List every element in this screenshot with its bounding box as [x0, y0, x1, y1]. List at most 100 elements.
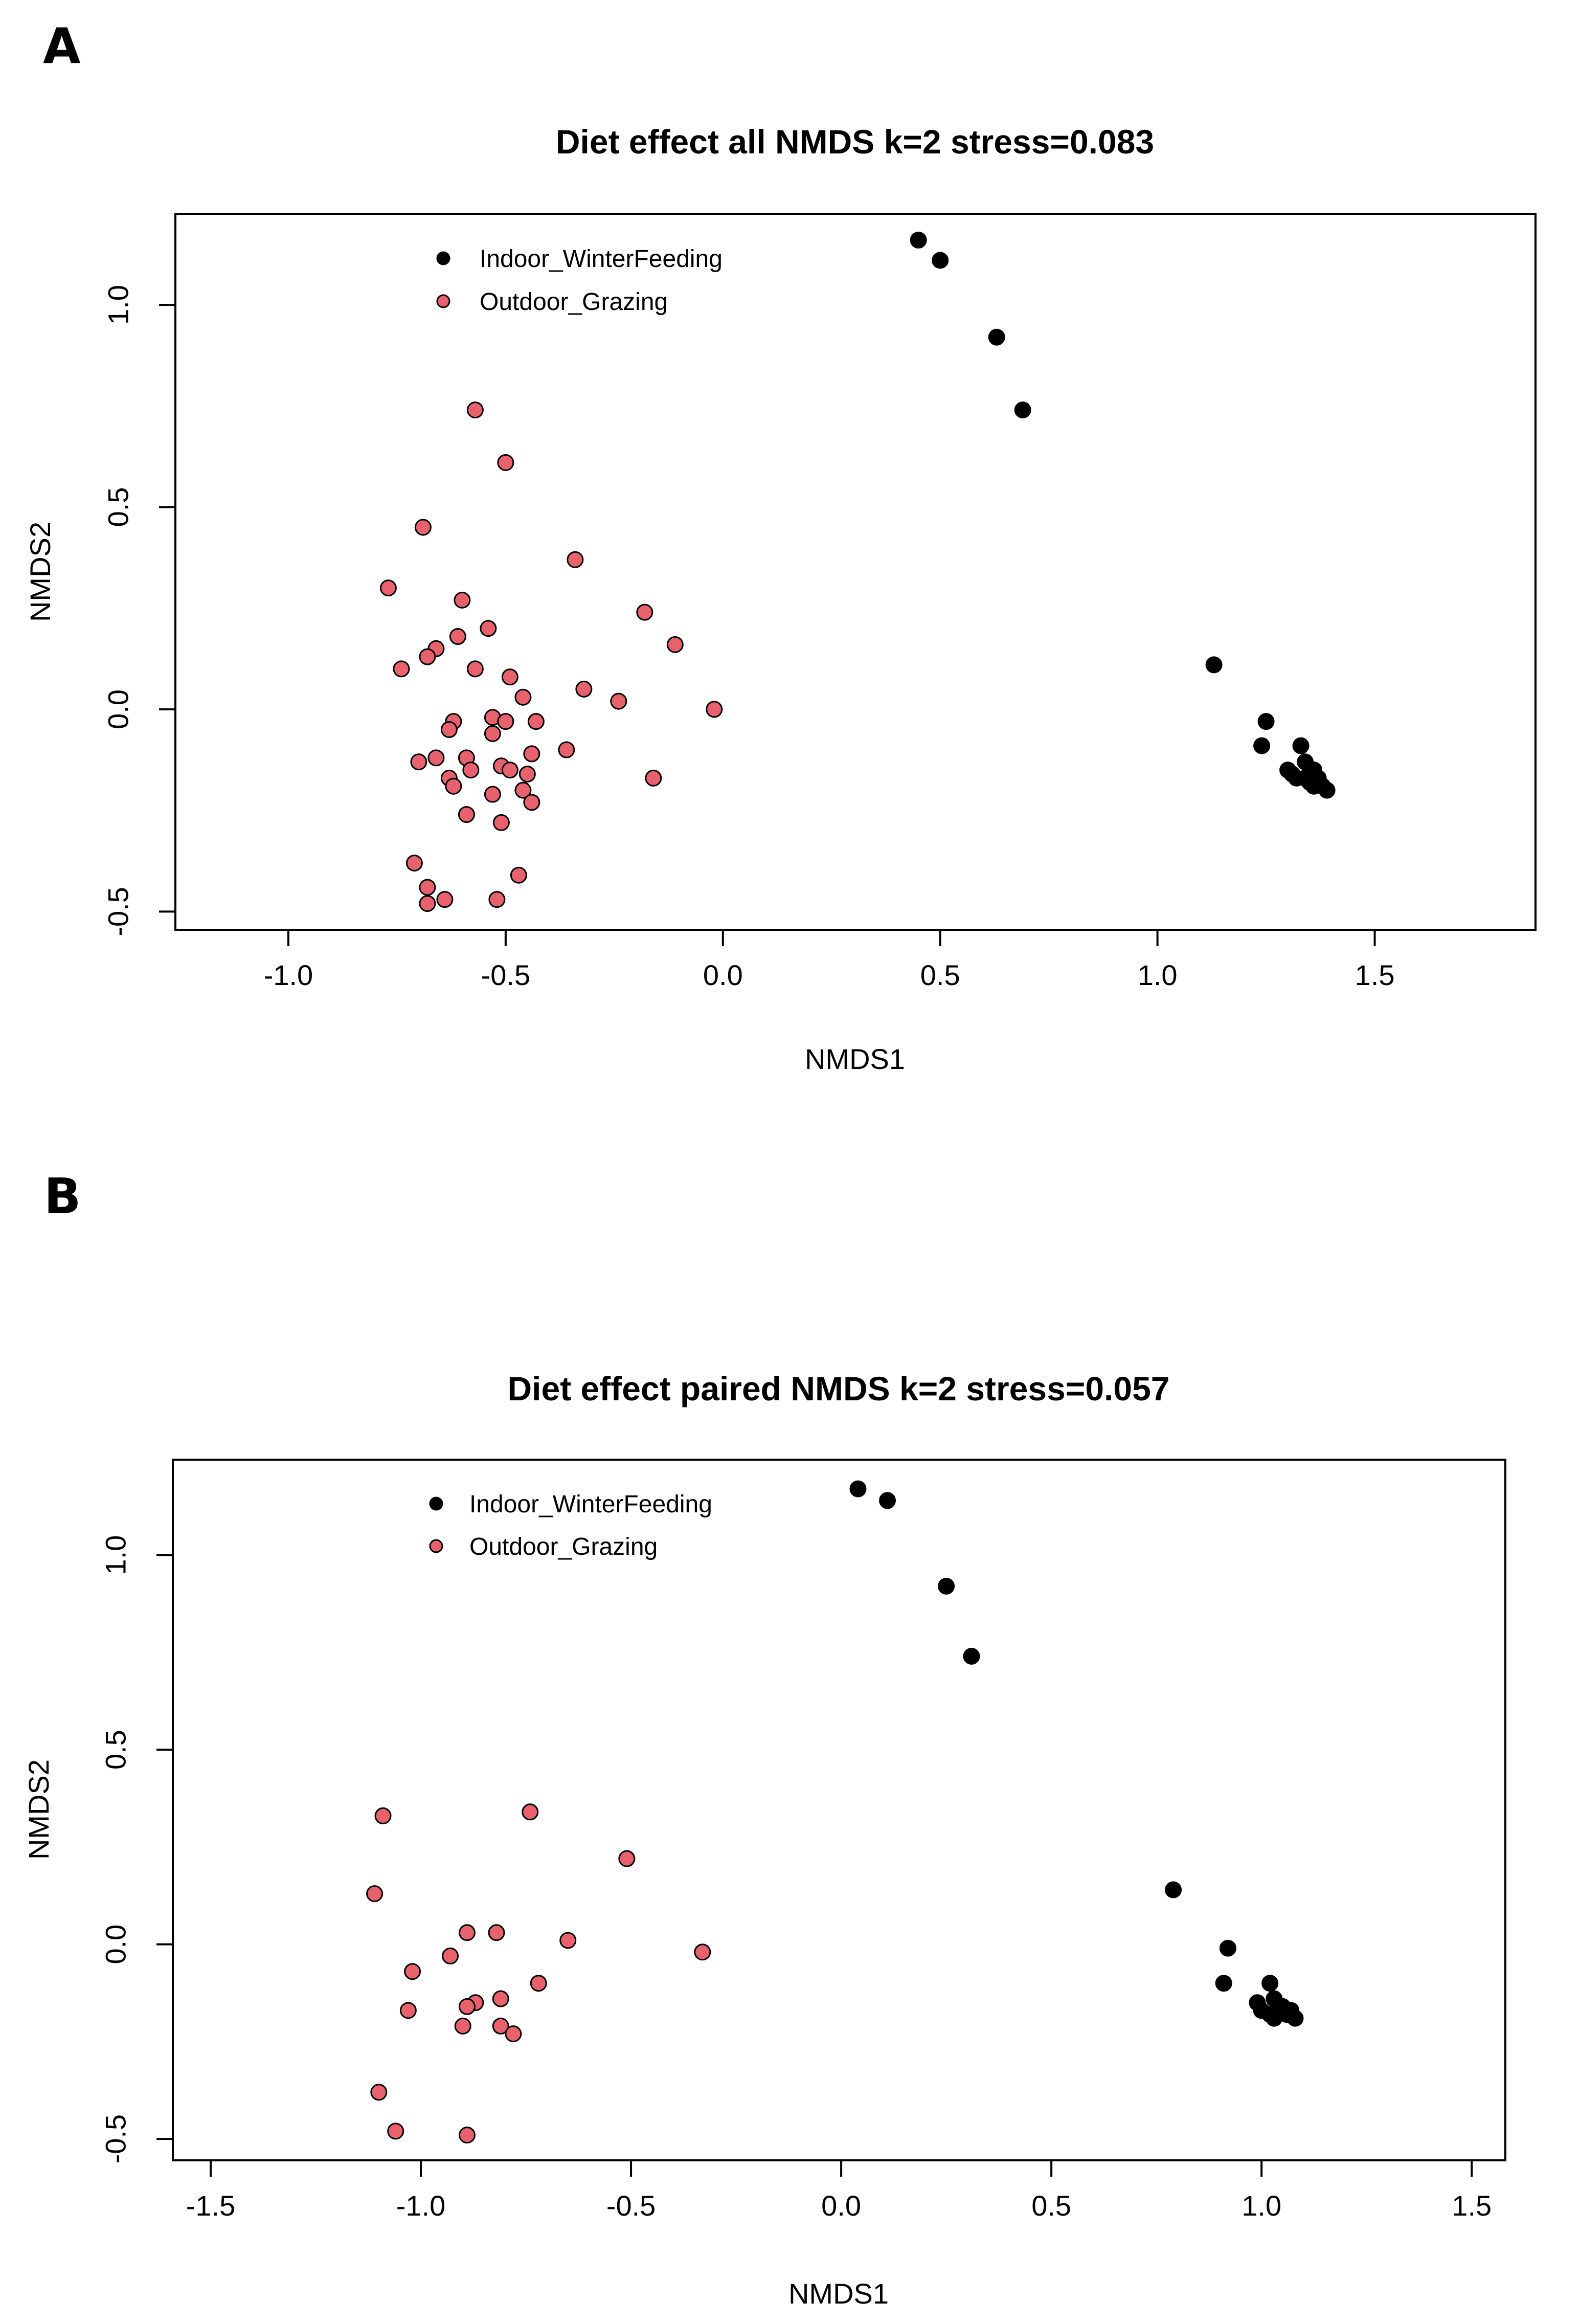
x-tick-label: 1.5	[1452, 2189, 1492, 2222]
indoor-point	[1266, 2009, 1283, 2027]
x-tick-label: 0.5	[1031, 2189, 1071, 2222]
indoor-point	[1261, 1975, 1279, 1992]
indoor-point	[1014, 401, 1031, 419]
outdoor-point	[514, 781, 532, 799]
outdoor-point	[393, 660, 410, 678]
legend: Indoor_WinterFeeding Outdoor_Grazing	[436, 245, 723, 316]
outdoor-point	[488, 891, 506, 908]
legend-label-outdoor: Outdoor_Grazing	[469, 1533, 658, 1560]
y-tick-label: 0.0	[100, 1925, 132, 1964]
outdoor-point	[458, 2127, 476, 2144]
outdoor-point	[436, 891, 454, 908]
plot-frame	[174, 213, 1537, 931]
outdoor-point	[405, 854, 423, 872]
indoor-point	[932, 252, 949, 269]
chart-title: Diet effect paired NMDS k=2 stress=0.057	[508, 1370, 1170, 1407]
legend-marker-indoor	[436, 251, 450, 265]
outdoor-point	[370, 2084, 388, 2101]
x-tick-label: -1.0	[264, 959, 313, 991]
y-tick-label: 0.5	[102, 487, 134, 527]
outdoor-point	[497, 454, 514, 471]
outdoor-point	[610, 692, 627, 710]
x-axis-label: NMDS1	[788, 2277, 889, 2310]
x-tick-label: -1.0	[396, 2189, 446, 2222]
outdoor-point	[427, 749, 445, 767]
y-axis-label: NMDS2	[22, 1759, 55, 1860]
x-tick-label: 0.5	[920, 959, 960, 991]
y-tick-label: -0.5	[102, 887, 134, 936]
indoor-point	[849, 1480, 867, 1498]
legend: Indoor_WinterFeeding Outdoor_Grazing	[429, 1491, 712, 1560]
y-ticks: -0.5 0.0 0.5 1.0	[100, 1535, 173, 2164]
outdoor-point	[492, 814, 510, 831]
outdoor-point	[449, 628, 466, 645]
outdoor-point	[488, 1924, 505, 1941]
y-tick-label: 0.5	[100, 1730, 132, 1770]
outdoor-point	[510, 866, 527, 884]
outdoor-point	[497, 713, 514, 730]
panel-label: B	[44, 1169, 81, 1225]
plot-frame	[172, 1459, 1506, 2161]
outdoor-point	[419, 895, 436, 912]
indoor-point	[1257, 713, 1275, 730]
outdoor-point	[492, 2017, 509, 2035]
outdoor-point	[458, 1924, 476, 1941]
outdoor-point	[523, 745, 540, 763]
outdoor-point	[559, 1932, 577, 1949]
outdoor-point	[666, 636, 684, 653]
indoor-point	[938, 1577, 955, 1595]
outdoor-point	[501, 762, 518, 779]
outdoor-point	[404, 1963, 421, 1980]
indoor-point	[963, 1647, 980, 1665]
outdoor-point	[379, 579, 397, 597]
outdoor-point	[454, 591, 471, 609]
outdoor-point	[440, 721, 458, 738]
outdoor-point	[466, 401, 484, 419]
outdoor-point	[454, 2017, 471, 2035]
x-tick-label: 0.0	[821, 2189, 861, 2222]
outdoor-point	[458, 1998, 476, 2015]
outdoor-point	[484, 786, 501, 803]
outdoor-point	[618, 1850, 636, 1867]
outdoor-point	[484, 725, 501, 742]
y-tick-label: -0.5	[100, 2114, 132, 2164]
panel-b: B Diet effect paired NMDS k=2 stress=0.0…	[22, 1169, 1506, 2310]
outdoor-point	[522, 1803, 539, 1821]
outdoor-point	[462, 762, 480, 779]
indoor-point	[1219, 1939, 1236, 1957]
outdoor-point	[442, 1947, 459, 1964]
indoor-point	[1215, 1975, 1232, 1992]
legend-label-indoor: Indoor_WinterFeeding	[480, 245, 723, 273]
panel-label: A	[43, 18, 81, 75]
x-axis-label: NMDS1	[805, 1043, 905, 1075]
outdoor-point	[527, 713, 545, 730]
indoor-point	[879, 1492, 896, 1509]
outdoor-point	[518, 765, 536, 783]
x-tick-label: 0.0	[703, 959, 743, 991]
outdoor-point	[366, 1885, 383, 1903]
legend-label-outdoor: Outdoor_Grazing	[480, 288, 668, 316]
outdoor-point	[374, 1807, 392, 1824]
outdoor-point	[387, 2122, 404, 2140]
outdoor-point	[575, 680, 593, 698]
indoor-point	[1292, 737, 1310, 754]
indoor-point	[988, 328, 1005, 346]
outdoor-point	[558, 741, 575, 758]
indoor-point	[1205, 656, 1223, 674]
outdoor-point	[419, 648, 436, 665]
indoor-point	[910, 231, 927, 249]
x-ticks: -1.5 -1.0 -0.5 0.0 0.5 1.0 1.5	[186, 2160, 1492, 2222]
data-points	[379, 231, 1336, 912]
x-tick-label: -0.5	[481, 959, 531, 991]
outdoor-point	[636, 604, 653, 621]
indoor-point	[1253, 737, 1271, 754]
legend-marker-outdoor	[429, 1539, 443, 1553]
outdoor-point	[505, 2025, 522, 2043]
y-tick-label: 1.0	[102, 285, 134, 325]
indoor-point	[1288, 769, 1305, 787]
legend-label-indoor: Indoor_WinterFeeding	[469, 1491, 712, 1518]
x-tick-label: 1.5	[1355, 959, 1395, 991]
legend-marker-outdoor	[436, 294, 450, 308]
outdoor-point	[466, 660, 484, 678]
